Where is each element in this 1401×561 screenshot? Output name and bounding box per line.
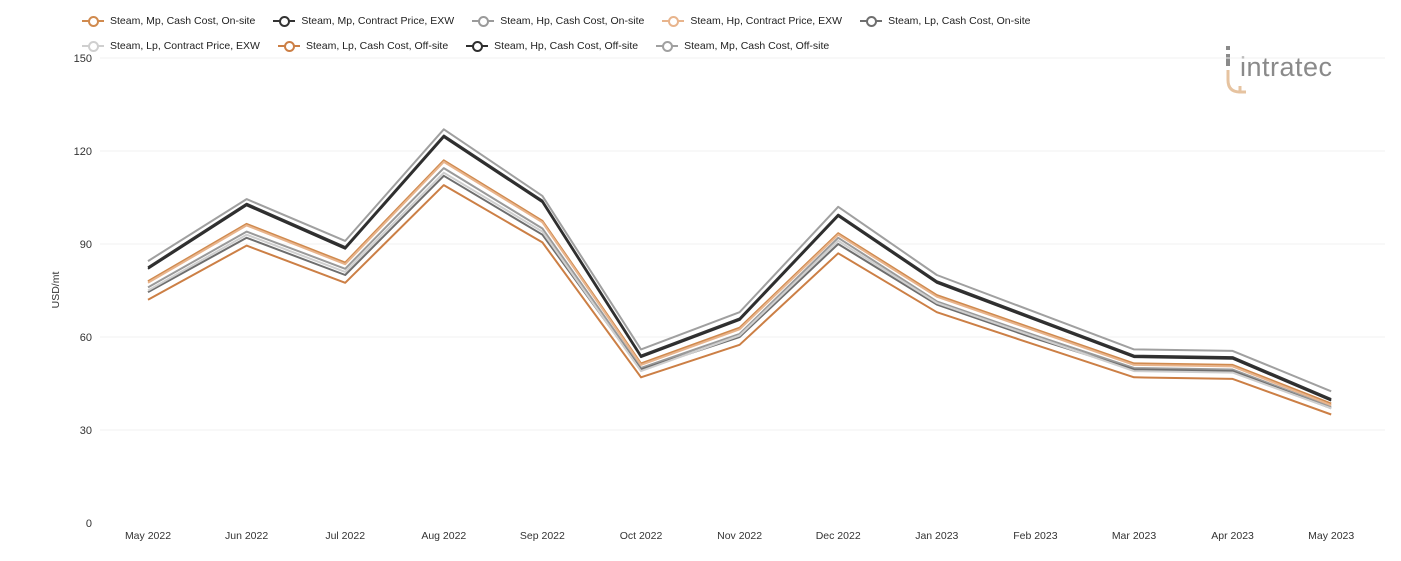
y-axis-title: USD/mt [50, 272, 62, 309]
y-tick-label: 0 [86, 518, 92, 530]
x-tick-label: Jun 2022 [225, 530, 268, 542]
legend-swatch-icon [82, 15, 104, 27]
series-line-9[interactable] [147, 128, 1332, 393]
x-tick-label: May 2022 [125, 530, 171, 542]
legend-swatch-icon [82, 40, 104, 52]
intratec-logo: intratec [1222, 40, 1372, 96]
legend-swatch-icon [277, 40, 300, 52]
x-tick-label: Dec 2022 [816, 530, 861, 542]
x-tick-label: May 2023 [1308, 530, 1354, 542]
series-line-1[interactable] [147, 159, 1332, 405]
legend-item-7[interactable]: Steam, Lp, Cash Cost, Off-site [277, 37, 449, 54]
legend-swatch-icon [662, 15, 685, 27]
series-line-3[interactable] [147, 167, 1332, 408]
legend-item-6[interactable]: Steam, Lp, Contract Price, EXW [82, 37, 260, 54]
legend-label: Steam, Lp, Cash Cost, On-site [888, 14, 1031, 27]
legend-item-2[interactable]: Steam, Mp, Contract Price, EXW [273, 12, 454, 29]
legend-swatch-icon [472, 15, 495, 27]
x-tick-label: Mar 2023 [1112, 530, 1157, 542]
x-tick-label: Sep 2022 [520, 530, 565, 542]
series-line-6[interactable] [147, 171, 1332, 410]
legend-item-9[interactable]: Steam, Mp, Cash Cost, Off-site [656, 37, 829, 54]
y-tick-label: 90 [80, 239, 92, 251]
x-tick-label: Feb 2023 [1013, 530, 1058, 542]
legend-item-1[interactable]: Steam, Mp, Cash Cost, On-site [82, 12, 255, 29]
chart-legend: Steam, Mp, Cash Cost, On-site Steam, Mp, … [82, 12, 1202, 54]
legend-swatch-icon [860, 15, 883, 27]
x-tick-label: Aug 2022 [421, 530, 466, 542]
y-tick-label: 150 [74, 53, 92, 65]
series-line-8[interactable] [147, 136, 1332, 402]
logo-mark-icon [1226, 46, 1246, 94]
series-line-4[interactable] [147, 160, 1332, 407]
legend-swatch-icon [466, 40, 489, 52]
series-line-7[interactable] [147, 184, 1332, 416]
legend-label: Steam, Hp, Contract Price, EXW [690, 14, 843, 27]
legend-swatch-icon [273, 15, 296, 27]
legend-label: Steam, Mp, Cash Cost, Off-site [684, 39, 830, 52]
x-tick-label: Jul 2022 [325, 530, 365, 542]
legend-swatch-icon [656, 40, 679, 52]
x-tick-label: Jan 2023 [915, 530, 958, 542]
legend-label: Steam, Lp, Contract Price, EXW [110, 39, 260, 52]
legend-item-8[interactable]: Steam, Hp, Cash Cost, Off-site [466, 37, 638, 54]
brand-name: intratec [1240, 52, 1333, 82]
y-tick-label: 30 [80, 425, 92, 437]
legend-label: Steam, Lp, Cash Cost, Off-site [305, 39, 449, 52]
series-line-2[interactable] [147, 134, 1332, 400]
legend-item-3[interactable]: Steam, Hp, Cash Cost, On-site [472, 12, 644, 29]
series-line-5[interactable] [147, 174, 1332, 410]
legend-label: Steam, Mp, Contract Price, EXW [301, 14, 455, 27]
x-tick-label: Oct 2022 [620, 530, 663, 542]
legend-label: Steam, Hp, Cash Cost, Off-site [494, 39, 639, 52]
legend-item-4[interactable]: Steam, Hp, Contract Price, EXW [662, 12, 842, 29]
y-tick-label: 120 [74, 146, 92, 158]
legend-label: Steam, Hp, Cash Cost, On-site [500, 14, 645, 27]
y-tick-label: 60 [80, 332, 92, 344]
x-tick-label: Nov 2022 [717, 530, 762, 542]
legend-label: Steam, Mp, Cash Cost, On-site [110, 14, 256, 27]
x-tick-label: Apr 2023 [1211, 530, 1254, 542]
legend-item-5[interactable]: Steam, Lp, Cash Cost, On-site [860, 12, 1030, 29]
